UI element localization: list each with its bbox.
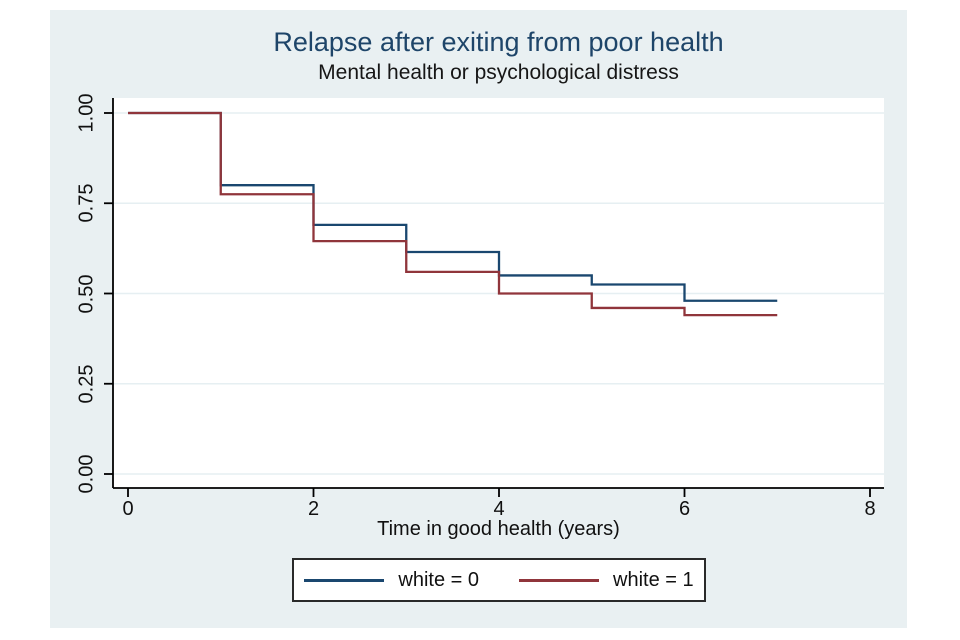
x-tick-label: 4 [493, 498, 505, 520]
x-axis-title: Time in good health (years) [377, 518, 620, 540]
chart-subtitle: Mental health or psychological distress [318, 61, 679, 84]
x-tick-label: 2 [307, 498, 320, 520]
x-tick-label: 8 [864, 498, 876, 520]
legend-line-swatch-maroon [519, 578, 599, 582]
y-tick-label: 0.75 [75, 183, 98, 223]
y-tick-label: 0.25 [75, 364, 98, 404]
legend-label: white = 1 [613, 568, 694, 591]
chart-title: Relapse after exiting from poor health [273, 27, 724, 57]
legend-item-white-0: white = 0 [304, 569, 479, 592]
legend-label: white = 0 [398, 568, 479, 591]
legend-line-swatch-navy [304, 578, 385, 582]
legend-box: white = 0 white = 1 [292, 558, 706, 602]
y-tick-label: 1.00 [75, 93, 98, 133]
y-tick-label: 0.50 [75, 274, 98, 313]
x-tick-label: 0 [122, 498, 134, 520]
y-tick-label: 0.00 [75, 454, 98, 494]
legend-item-white-1: white = 1 [519, 569, 694, 592]
x-tick-label: 6 [678, 498, 691, 520]
